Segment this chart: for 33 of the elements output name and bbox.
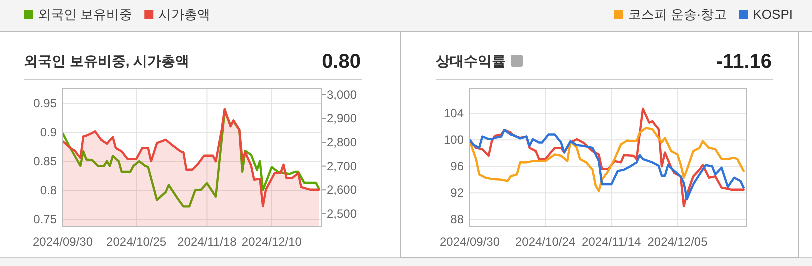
y-tick-label: 100 — [444, 133, 464, 148]
y-tick-label: 88 — [450, 212, 464, 227]
y2-tick-label: 2,500 — [327, 206, 358, 221]
y-tick-label: 0.9 — [40, 125, 58, 140]
y2-tick-label: 2,700 — [327, 159, 358, 174]
y-tick-label: 0.95 — [34, 96, 58, 110]
legend-label: 시가총액 — [158, 7, 211, 22]
y2-tick-label: 2,900 — [327, 112, 358, 126]
y-tick-label: 96 — [450, 160, 464, 174]
x-tick-label: 2024/10/25 — [106, 235, 167, 249]
x-tick-label: 2024/12/10 — [242, 235, 302, 249]
legend-label: 코스피 운송·창고 — [628, 7, 728, 22]
x-tick-label: 2024/11/18 — [178, 235, 238, 249]
legend-label: 외국인 보유비중 — [38, 7, 133, 22]
y2-tick-label: 2,600 — [327, 183, 358, 198]
y-tick-label: 0.8 — [40, 183, 58, 198]
x-tick-label: 2024/09/30 — [440, 235, 500, 249]
x-tick-label: 2024/10/24 — [516, 235, 576, 249]
y-tick-label: 0.85 — [34, 154, 58, 168]
line-series — [470, 108, 745, 208]
chart-subtitle: 0.80 — [322, 51, 361, 73]
y-tick-label: 92 — [450, 186, 464, 200]
y2-tick-label: 3,000 — [327, 88, 358, 102]
x-tick-label: 2024/12/05 — [648, 235, 708, 249]
y-tick-label: 0.75 — [34, 212, 58, 226]
x-tick-label: 2024/11/14 — [582, 235, 642, 249]
y-tick-label: 104 — [444, 106, 464, 121]
chart-title: 상대수익률 — [436, 53, 506, 69]
chart-title: 외국인 보유비중, 시가총액 — [24, 53, 190, 69]
legend-label: KOSPI — [753, 7, 793, 22]
x-tick-label: 2024/09/30 — [32, 235, 94, 249]
y2-tick-label: 2,800 — [327, 136, 358, 150]
chart-subtitle: -11.16 — [716, 51, 772, 73]
